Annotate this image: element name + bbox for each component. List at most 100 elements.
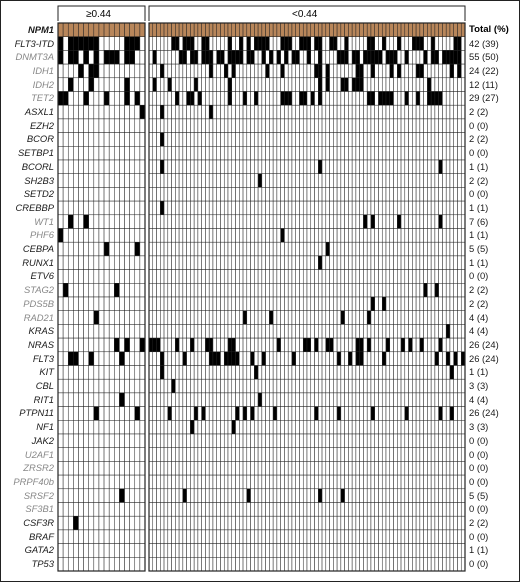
empty-cell bbox=[351, 91, 357, 106]
empty-cell bbox=[310, 118, 315, 133]
empty-cell bbox=[381, 515, 387, 531]
mutation-cell bbox=[160, 351, 165, 366]
empty-cell bbox=[363, 91, 368, 106]
empty-cell bbox=[393, 269, 398, 284]
empty-cell bbox=[239, 337, 244, 353]
empty-cell bbox=[124, 392, 130, 407]
empty-cell bbox=[62, 543, 69, 558]
empty-cell bbox=[404, 502, 409, 517]
gene-label: ETV6 bbox=[30, 270, 54, 282]
empty-cell bbox=[231, 283, 236, 298]
empty-cell bbox=[190, 310, 195, 325]
empty-cell bbox=[318, 365, 323, 380]
empty-cell bbox=[318, 557, 323, 572]
mutation-cell bbox=[216, 50, 221, 65]
empty-cell bbox=[329, 502, 334, 517]
empty-cell bbox=[299, 433, 304, 448]
empty-cell bbox=[400, 173, 406, 188]
header-cell bbox=[156, 22, 161, 37]
mutation-cell bbox=[333, 36, 338, 51]
empty-cell bbox=[318, 515, 323, 531]
empty-cell bbox=[310, 214, 315, 229]
empty-cell bbox=[381, 447, 387, 462]
empty-cell bbox=[333, 159, 338, 174]
mutation-cell bbox=[190, 50, 195, 65]
empty-cell bbox=[302, 255, 308, 270]
empty-cell bbox=[220, 255, 225, 270]
empty-cell bbox=[397, 543, 402, 558]
empty-cell bbox=[306, 543, 312, 558]
empty-cell bbox=[348, 310, 353, 325]
empty-cell bbox=[287, 146, 293, 161]
empty-cell bbox=[182, 310, 187, 325]
empty-cell bbox=[193, 351, 199, 366]
empty-cell bbox=[344, 447, 349, 462]
empty-cell bbox=[302, 433, 308, 448]
empty-cell bbox=[201, 77, 206, 92]
empty-cell bbox=[93, 392, 100, 407]
empty-cell bbox=[370, 502, 375, 517]
mutation-cell bbox=[408, 337, 413, 353]
mutation-cell bbox=[284, 50, 289, 65]
empty-cell bbox=[163, 228, 169, 243]
mutation-cell bbox=[182, 488, 187, 503]
mutation-cell bbox=[385, 91, 391, 106]
empty-cell bbox=[269, 461, 274, 476]
empty-cell bbox=[302, 543, 308, 558]
empty-cell bbox=[344, 118, 349, 133]
empty-cell bbox=[287, 283, 293, 298]
empty-cell bbox=[359, 310, 364, 325]
empty-cell bbox=[246, 228, 251, 243]
empty-cell bbox=[134, 214, 141, 229]
empty-cell bbox=[231, 474, 236, 490]
empty-cell bbox=[98, 378, 105, 394]
mutation-cell bbox=[186, 36, 191, 51]
empty-cell bbox=[445, 146, 451, 161]
empty-cell bbox=[453, 515, 458, 531]
empty-cell bbox=[457, 474, 462, 490]
empty-cell bbox=[295, 228, 300, 243]
empty-cell bbox=[220, 187, 225, 202]
empty-cell bbox=[88, 420, 95, 435]
empty-cell bbox=[276, 310, 281, 325]
empty-cell bbox=[235, 378, 240, 394]
empty-cell bbox=[163, 392, 169, 407]
empty-cell bbox=[93, 118, 100, 133]
empty-cell bbox=[108, 392, 115, 407]
empty-cell bbox=[430, 118, 436, 133]
empty-cell bbox=[163, 515, 169, 531]
empty-cell bbox=[412, 91, 417, 106]
empty-cell bbox=[223, 214, 229, 229]
empty-cell bbox=[134, 228, 141, 243]
empty-cell bbox=[400, 378, 406, 394]
empty-cell bbox=[370, 365, 375, 380]
empty-cell bbox=[419, 118, 424, 133]
empty-cell bbox=[310, 63, 315, 79]
empty-cell bbox=[400, 187, 406, 202]
empty-cell bbox=[329, 461, 334, 476]
empty-cell bbox=[235, 118, 240, 133]
empty-cell bbox=[98, 557, 105, 572]
empty-cell bbox=[119, 420, 125, 435]
empty-cell bbox=[257, 515, 263, 531]
empty-cell bbox=[186, 365, 191, 380]
empty-cell bbox=[280, 283, 285, 298]
empty-cell bbox=[108, 557, 115, 572]
empty-cell bbox=[378, 406, 383, 421]
empty-cell bbox=[423, 241, 428, 257]
empty-cell bbox=[302, 488, 308, 503]
empty-cell bbox=[182, 324, 187, 339]
empty-cell bbox=[119, 36, 125, 51]
empty-cell bbox=[201, 187, 206, 202]
empty-cell bbox=[167, 118, 172, 133]
empty-cell bbox=[291, 365, 296, 380]
empty-cell bbox=[287, 269, 293, 284]
empty-cell bbox=[336, 447, 342, 462]
empty-cell bbox=[321, 283, 327, 298]
header-cell bbox=[171, 22, 176, 37]
empty-cell bbox=[88, 255, 95, 270]
empty-cell bbox=[400, 296, 406, 311]
empty-cell bbox=[254, 173, 259, 188]
empty-cell bbox=[427, 187, 432, 202]
empty-cell bbox=[239, 351, 244, 366]
